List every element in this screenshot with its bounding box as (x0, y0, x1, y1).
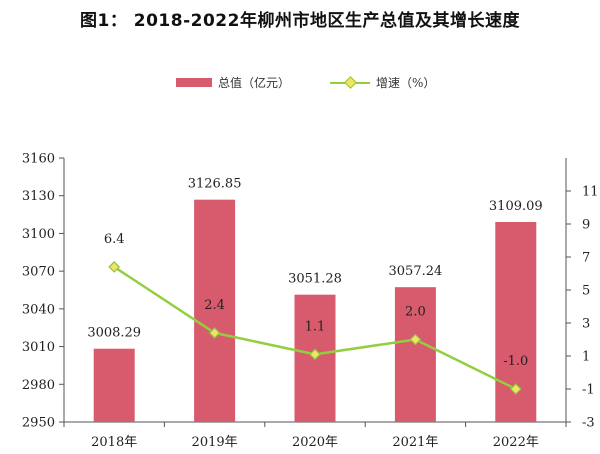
bar (394, 287, 436, 422)
growth-value-label: 6.4 (104, 232, 125, 247)
growth-point (108, 261, 121, 273)
legend-bar-swatch (176, 78, 212, 87)
growth-value-label: -1.0 (503, 354, 528, 369)
x-tick-label: 2020年 (292, 435, 338, 450)
growth-point (509, 383, 522, 395)
y-right-tick-label: 7 (582, 251, 590, 266)
bar-value-label: 3109.09 (489, 199, 543, 214)
legend-label-gdp: 总值（亿元） (218, 76, 291, 90)
bar (194, 199, 236, 422)
growth-value-label: 1.1 (305, 319, 326, 334)
chart-title: 图1： 2018-2022年柳州市地区生产总值及其增长速度 (80, 11, 520, 31)
x-tick-label: 2022年 (493, 435, 539, 450)
y-right-tick-label: 3 (582, 317, 590, 332)
x-tick-label: 2019年 (192, 435, 238, 450)
y-left-tick-label: 3130 (22, 189, 55, 204)
y-left-tick-label: 3040 (22, 302, 55, 317)
growth-point (409, 333, 422, 346)
legend-label-growth: 增速（%） (376, 76, 436, 90)
y-right-tick-label: 11 (582, 185, 599, 200)
bar (93, 348, 135, 422)
y-right-tick-label: 1 (582, 350, 590, 365)
bar-value-label: 3126.85 (188, 177, 242, 192)
y-left-tick-label: 3070 (22, 265, 55, 280)
growth-value-label: 2.4 (204, 298, 225, 313)
growth-value-label: 2.0 (405, 305, 426, 320)
y-left-tick-label: 3100 (22, 227, 55, 242)
bar-value-label: 3008.29 (87, 326, 141, 341)
bar-value-label: 3057.24 (389, 264, 443, 279)
y-right-tick-label: 9 (582, 218, 590, 233)
y-left-tick-label: 3160 (22, 152, 55, 167)
y-left-tick-label: 2950 (22, 416, 55, 431)
y-right-tick-label: -3 (582, 416, 595, 431)
chart-legend: 总值（亿元） 增速（%） (0, 74, 600, 96)
growth-point (309, 348, 321, 361)
legend-item-growth: 增速（%） (330, 74, 435, 91)
legend-item-gdp: 总值（亿元） (176, 74, 290, 91)
legend-line-swatch (330, 76, 370, 89)
x-tick-label: 2021年 (392, 435, 438, 450)
growth-point (208, 327, 221, 339)
y-left-tick-label: 2980 (22, 378, 55, 393)
y-right-tick-label: -1 (582, 383, 595, 398)
x-tick-label: 2018年 (91, 435, 137, 450)
y-left-tick-label: 3010 (22, 340, 55, 355)
bar-value-label: 3051.28 (288, 272, 342, 287)
y-right-tick-label: 5 (582, 284, 590, 299)
